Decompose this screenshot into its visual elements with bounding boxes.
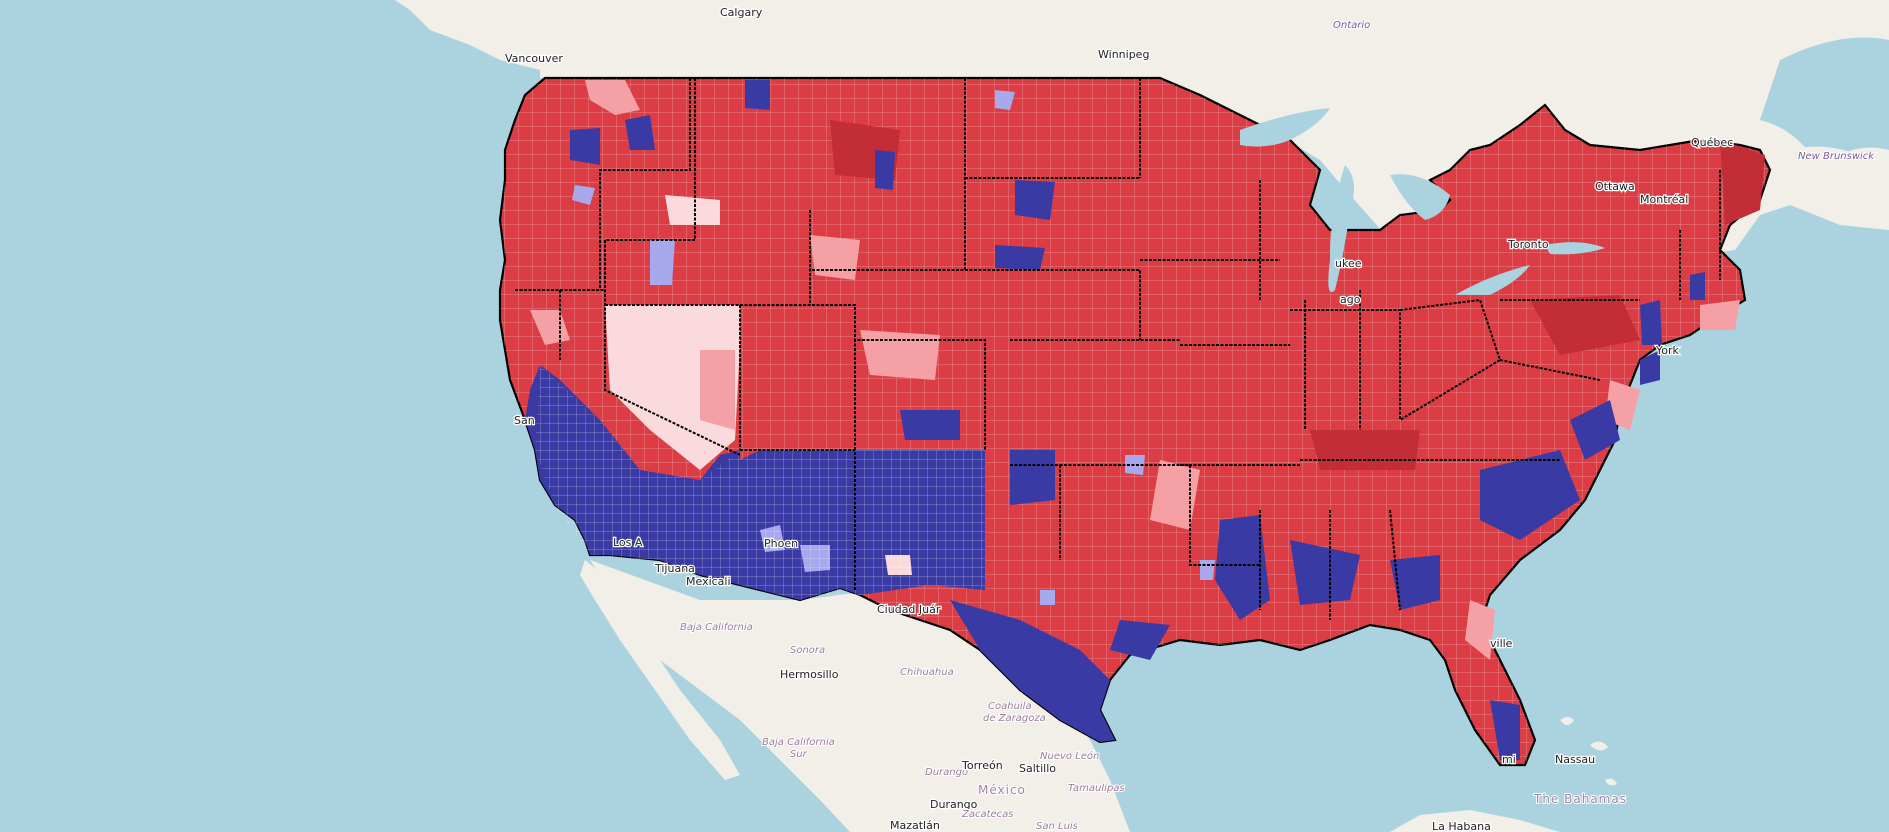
label-quebec[interactable]: Québec — [1690, 135, 1735, 151]
label-los-angeles[interactable]: Los A — [612, 535, 644, 551]
label-new-brunswick: New Brunswick — [1798, 151, 1875, 162]
lake-michigan — [1328, 165, 1354, 292]
label-bahamas: The Bahamas — [1533, 792, 1627, 806]
light-rep-areas — [530, 80, 1740, 660]
label-vancouver[interactable]: Vancouver — [504, 51, 565, 67]
label-san-francisco[interactable]: San — [513, 413, 536, 429]
label-tamaulipas: Tamaulipas — [1068, 783, 1125, 794]
county-grid-south — [535, 365, 985, 600]
label-new-york[interactable]: York — [1654, 343, 1681, 359]
label-de-zaragoza: de Zaragoza — [983, 713, 1046, 724]
mexico-land — [590, 560, 1130, 832]
label-tijuana[interactable]: Tijuana — [653, 561, 696, 577]
st-lawrence-water — [1760, 37, 1889, 170]
label-la-habana[interactable]: La Habana — [1431, 819, 1492, 832]
lake-superior — [1240, 108, 1330, 147]
label-torreon[interactable]: Torreón — [960, 758, 1004, 774]
baja-california — [580, 560, 740, 780]
label-phoenix[interactable]: Phoen — [763, 536, 800, 552]
lake-ontario — [1545, 242, 1605, 255]
label-baja-california-sur-2: Sur — [790, 749, 808, 760]
new-brunswick-land — [1790, 146, 1889, 202]
label-montreal[interactable]: Montréal — [1639, 192, 1690, 208]
label-chicago[interactable]: ago — [1339, 292, 1362, 308]
label-hermosillo[interactable]: Hermosillo — [779, 667, 840, 683]
label-toronto[interactable]: Toronto — [1506, 237, 1550, 253]
label-calgary[interactable]: Calgary — [719, 5, 764, 21]
label-durango-city[interactable]: Durango — [929, 797, 979, 813]
bahamas-islands — [1560, 717, 1617, 786]
label-mazatlan[interactable]: Mazatlán — [889, 818, 941, 832]
cuba — [1390, 810, 1560, 832]
label-sonora: Sonora — [790, 645, 825, 656]
label-baja-california: Baja California — [680, 622, 753, 633]
label-baja-california-sur: Baja California — [762, 737, 835, 748]
label-chihuahua: Chihuahua — [900, 667, 954, 678]
label-mexicali[interactable]: Mexicali — [685, 574, 732, 590]
state-borders — [515, 78, 1721, 620]
label-milwaukee[interactable]: ukee — [1334, 256, 1363, 272]
label-coahuila: Coahuila — [988, 701, 1032, 712]
label-nassau[interactable]: Nassau — [1554, 752, 1597, 768]
map-labels: Calgary Ontario Vancouver Winnipeg Québe… — [504, 5, 1877, 832]
label-ciudad-juarez[interactable]: Ciudad Juár — [876, 602, 942, 618]
label-ottawa[interactable]: Ottawa — [1594, 179, 1636, 195]
label-miami[interactable]: mi — [1501, 752, 1517, 768]
label-durango-state: Durango — [925, 767, 968, 778]
label-jacksonville[interactable]: ville — [1489, 636, 1514, 652]
label-saltillo[interactable]: Saltillo — [1018, 761, 1058, 777]
lake-huron — [1390, 174, 1450, 220]
label-san-luis: San Luis — [1036, 821, 1078, 832]
label-ontario: Ontario — [1333, 20, 1370, 31]
label-zacatecas: Zacatecas — [961, 809, 1014, 820]
lake-erie — [1455, 265, 1530, 295]
label-winnipeg[interactable]: Winnipeg — [1097, 47, 1151, 63]
label-nuevo-leon: Nuevo León — [1040, 750, 1099, 762]
label-mexico: México — [978, 783, 1026, 797]
